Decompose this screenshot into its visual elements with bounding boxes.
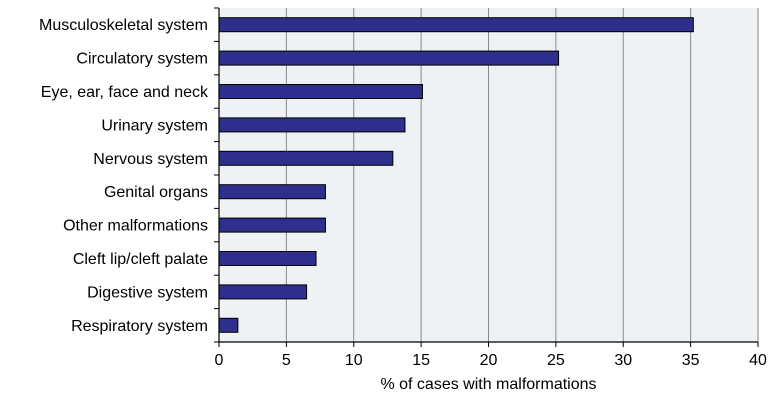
category-label: Nervous system: [93, 151, 208, 168]
bar: [218, 17, 694, 33]
bar: [218, 317, 239, 333]
bars: [218, 17, 694, 333]
category-label: Digestive system: [87, 284, 208, 301]
x-tick-label: 20: [480, 352, 498, 369]
bar: [218, 184, 326, 200]
category-label: Urinary system: [101, 117, 208, 134]
x-tick-label: 40: [749, 352, 767, 369]
x-tick-label: 35: [682, 352, 700, 369]
x-tick-label: 15: [412, 352, 430, 369]
y-axis-labels: Musculoskeletal system Circulatory system…: [39, 17, 209, 335]
x-tick-label: 5: [282, 352, 291, 369]
bar: [218, 84, 423, 99]
bar: [218, 50, 560, 66]
x-tick-label: 30: [614, 352, 632, 369]
category-label: Eye, ear, face and neck: [41, 84, 209, 101]
category-label: Genital organs: [104, 184, 208, 201]
category-label: Cleft lip/cleft palate: [73, 251, 208, 268]
category-label: Respiratory system: [71, 318, 208, 335]
x-tick-label: 25: [547, 352, 565, 369]
category-label: Other malformations: [63, 218, 208, 235]
x-axis-tick-labels: 0 5 10 15 20 25 30 35 40: [215, 352, 767, 369]
category-label: Musculoskeletal system: [39, 17, 208, 34]
bar: [218, 150, 394, 166]
bar: [218, 217, 326, 233]
x-tick-label: 0: [215, 352, 224, 369]
category-label: Circulatory system: [76, 51, 208, 68]
bar: [218, 284, 308, 300]
axes: [214, 7, 759, 347]
bar: [218, 251, 317, 266]
x-tick-label: 10: [345, 352, 363, 369]
bar: [218, 117, 406, 133]
x-axis-title: % of cases with malformations: [380, 376, 596, 393]
